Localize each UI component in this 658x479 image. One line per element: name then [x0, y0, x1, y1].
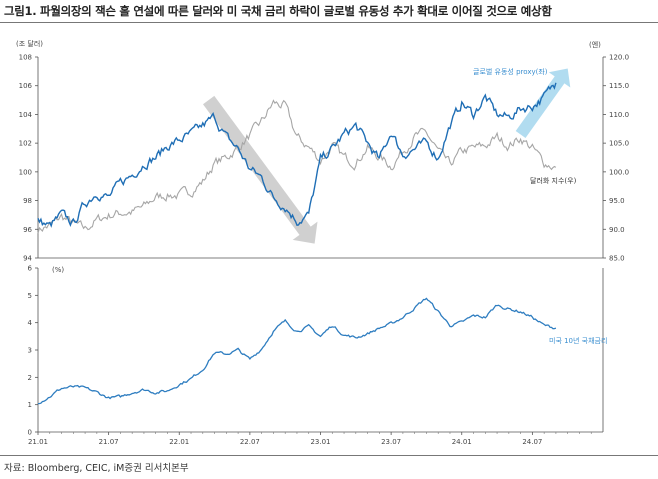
top-right-tick-label: 95.0 — [609, 197, 625, 205]
top-left-tick-label: 94 — [23, 255, 32, 263]
bottom-x-tick-label: 21.01 — [28, 438, 48, 446]
top-left-unit: (조 달러) — [16, 39, 43, 48]
top-left-tick-label: 102 — [19, 140, 32, 148]
bottom-x-tick-label: 24.01 — [452, 438, 472, 446]
bottom-y-ticks: 0 1 2 3 4 5 6 — [28, 265, 38, 437]
bottom-panel: 0 1 2 3 4 5 6 21.01 21.07 22.01 22.07 23.01 23.07 24… — [28, 265, 608, 447]
bottom-y-tick-label: 2 — [28, 374, 32, 382]
liquidity-proxy-line — [37, 82, 557, 228]
top-right-tick-label: 115.0 — [609, 82, 629, 90]
us10y-yield-line — [37, 297, 557, 405]
liquidity-annotation: 글로벌 유동성 proxy(좌) — [473, 67, 548, 76]
top-right-unit: (엔) — [589, 40, 601, 49]
bottom-x-tick-label: 24.07 — [522, 438, 542, 446]
source-note: 자료: Bloomberg, CEIC, iM증권 리서치본부 — [4, 463, 189, 474]
bottom-x-tick-label: 23.01 — [310, 438, 330, 446]
bottom-x-tick-label: 21.07 — [99, 438, 119, 446]
top-right-tick-label: 85.0 — [609, 255, 625, 263]
down-trend-arrow — [203, 95, 318, 244]
bottom-y-tick-label: 1 — [28, 401, 32, 409]
up-trend-arrow — [515, 68, 571, 138]
figure-title: 그림1. 파월의장의 잭슨 홀 연설에 따른 달러와 미 국채 금리 하락이 글… — [4, 4, 552, 18]
top-left-tick-label: 104 — [19, 111, 33, 119]
title-divider — [0, 22, 658, 23]
dollar-annotation: 달러화 지수(우) — [530, 176, 577, 185]
source-divider — [0, 455, 658, 456]
top-left-ticks: 94 96 98 100 102 104 106 108 — [19, 54, 38, 263]
bottom-x-tick-label: 23.07 — [381, 438, 401, 446]
top-right-tick-label: 120.0 — [609, 54, 629, 62]
dollar-index-line — [37, 99, 557, 234]
top-left-tick-label: 108 — [19, 54, 32, 62]
bottom-x-tick-label: 22.01 — [169, 438, 189, 446]
top-right-tick-label: 105.0 — [609, 140, 629, 148]
bottom-x-tick-label: 22.07 — [240, 438, 260, 446]
yield-annotation: 미국 10년 국채금리 — [549, 336, 607, 345]
bottom-y-tick-label: 3 — [28, 347, 32, 355]
top-right-tick-label: 90.0 — [609, 226, 625, 234]
bottom-x-ticks: 21.01 21.07 22.01 22.07 23.01 23.07 24.01 24.07 — [28, 432, 592, 446]
top-left-tick-label: 98 — [23, 197, 32, 205]
top-right-tick-label: 110.0 — [609, 111, 629, 119]
top-right-ticks: 85.0 90.0 95.0 100.0 105.0 110.0 115.0 120.0 — [603, 54, 629, 263]
bottom-unit: (%) — [52, 266, 64, 274]
top-left-tick-label: 106 — [19, 82, 33, 90]
bottom-y-tick-label: 6 — [28, 265, 33, 273]
bottom-y-tick-label: 0 — [28, 429, 32, 437]
top-left-tick-label: 96 — [23, 226, 32, 234]
top-panel: 94 96 98 100 102 104 106 108 85.0 90.0 95.0 100.0 1… — [16, 39, 629, 263]
bottom-y-tick-label: 4 — [28, 319, 33, 327]
top-left-tick-label: 100 — [19, 168, 32, 176]
top-right-tick-label: 100.0 — [609, 168, 629, 176]
bottom-y-tick-label: 5 — [28, 292, 32, 300]
